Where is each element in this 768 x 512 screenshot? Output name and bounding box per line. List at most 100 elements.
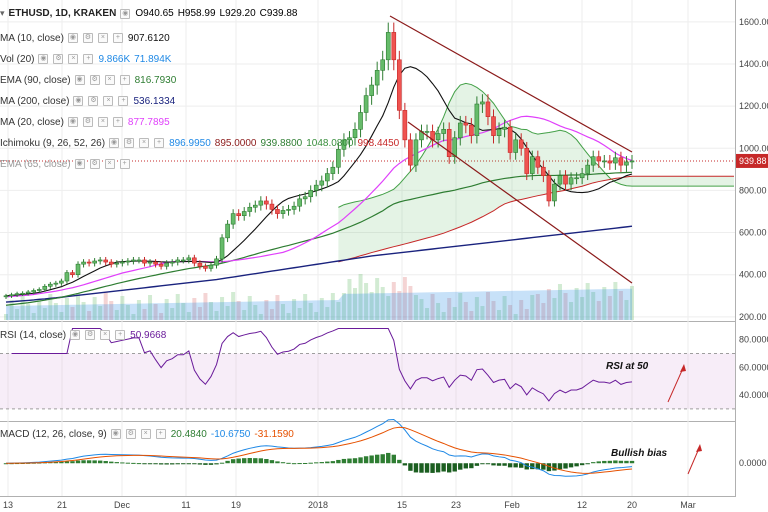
more-icon[interactable]: + (83, 54, 94, 64)
eye-icon[interactable]: ◉ (110, 429, 121, 439)
settings-icon[interactable]: ⚙ (82, 33, 93, 43)
volume-bar (430, 294, 435, 320)
candle-body (70, 272, 75, 275)
macd-histogram-bar (219, 462, 225, 464)
macd-line (5, 419, 633, 477)
candle-body (413, 139, 419, 166)
macd-histogram-bar (507, 463, 513, 468)
indicator-name: EMA (65, close) (0, 158, 71, 170)
macd-histogram-bar (297, 463, 302, 465)
candle-body (120, 261, 125, 264)
more-icon[interactable]: + (112, 117, 123, 127)
settings-icon[interactable]: ⚙ (82, 117, 93, 127)
volume-bar (524, 309, 529, 320)
more-icon[interactable]: + (155, 429, 166, 439)
x-tick-label: Mar (680, 500, 696, 510)
volume-bar (70, 307, 75, 320)
macd-value-1: 20.4840 (170, 428, 207, 440)
macd-histogram-bar (624, 460, 629, 464)
candle-body (330, 166, 336, 174)
candle-body (264, 200, 269, 205)
more-icon[interactable]: + (119, 159, 130, 169)
candle-body (474, 103, 480, 136)
eye-icon[interactable]: ◉ (120, 8, 131, 19)
collapse-icon[interactable]: ▾ (0, 8, 5, 18)
candle-body (463, 122, 469, 126)
volume-bar (386, 296, 391, 320)
close-icon[interactable]: × (103, 96, 114, 106)
close-icon[interactable]: × (97, 33, 108, 43)
candle-body (180, 259, 186, 262)
macd-histogram-bar (147, 463, 153, 465)
macd-histogram-bar (153, 463, 158, 465)
settings-icon[interactable]: ⚙ (89, 75, 100, 85)
settings-icon[interactable]: ⚙ (125, 429, 136, 439)
volume-bar (452, 307, 457, 320)
eye-icon[interactable]: ◉ (74, 75, 85, 85)
candle-body (64, 272, 70, 282)
price-tick-label: 1000.00 (739, 143, 768, 153)
indicator-name: MA (20, close) (0, 116, 64, 128)
candle-body (291, 205, 297, 210)
candle-body (302, 196, 308, 200)
indicator-value: 71.894K (134, 53, 172, 65)
indicator-name: Vol (20) (0, 53, 35, 65)
more-icon[interactable]: + (118, 96, 129, 106)
volume-bar (380, 287, 385, 320)
candle-body (380, 59, 386, 71)
candle-body (441, 129, 446, 134)
cloud-fill (338, 83, 734, 262)
candle-body (358, 112, 363, 130)
candle-body (147, 261, 153, 264)
more-icon[interactable]: + (119, 75, 130, 85)
volume-bar (153, 304, 158, 320)
volume-bar (519, 300, 524, 320)
candle-body (197, 262, 203, 267)
settings-icon[interactable]: ⚙ (53, 54, 64, 64)
settings-icon[interactable]: ⚙ (89, 159, 100, 169)
volume-bar (64, 298, 69, 320)
eye-icon[interactable]: ◉ (38, 54, 49, 64)
volume-bar (469, 311, 474, 320)
volume-bar (419, 299, 424, 320)
candle-body (164, 262, 169, 267)
macd-histogram-bar (369, 455, 374, 464)
more-icon[interactable]: + (154, 138, 165, 148)
close-icon[interactable]: × (100, 330, 111, 340)
candle-body (31, 290, 36, 293)
eye-icon[interactable]: ◉ (67, 117, 78, 127)
volume-bar (491, 301, 496, 320)
eye-icon[interactable]: ◉ (73, 96, 84, 106)
close-icon[interactable]: × (140, 429, 151, 439)
close-icon[interactable]: × (104, 159, 115, 169)
symbol-header: ▾ ETHUSD, 1D, KRAKEN ◉ O940.65 H958.99 L… (0, 8, 297, 19)
rsi-tick-label: 60.0000 (739, 362, 768, 372)
macd-histogram-bar (75, 460, 81, 464)
close-icon[interactable]: × (68, 54, 79, 64)
candle-body (374, 70, 380, 86)
macd-histogram-bar (458, 463, 463, 470)
macd-histogram-bar (596, 461, 601, 464)
macd-histogram-bar (629, 460, 635, 464)
macd-histogram-bar (563, 463, 568, 469)
settings-icon[interactable]: ⚙ (85, 330, 96, 340)
eye-icon[interactable]: ◉ (109, 138, 120, 148)
macd-histogram-bar (225, 460, 230, 464)
settings-icon[interactable]: ⚙ (88, 96, 99, 106)
eye-icon[interactable]: ◉ (74, 159, 85, 169)
close-icon[interactable]: × (139, 138, 150, 148)
candle-body (230, 213, 236, 225)
volume-bar (81, 302, 86, 320)
close-icon[interactable]: × (97, 117, 108, 127)
more-icon[interactable]: + (115, 330, 126, 340)
eye-icon[interactable]: ◉ (70, 330, 81, 340)
settings-icon[interactable]: ⚙ (124, 138, 135, 148)
more-icon[interactable]: + (112, 33, 123, 43)
close-icon[interactable]: × (104, 75, 115, 85)
candle-body (325, 173, 330, 182)
candle-body (590, 156, 596, 166)
macd-histogram-bar (618, 460, 624, 464)
candle-body (86, 261, 92, 264)
eye-icon[interactable]: ◉ (67, 33, 78, 43)
